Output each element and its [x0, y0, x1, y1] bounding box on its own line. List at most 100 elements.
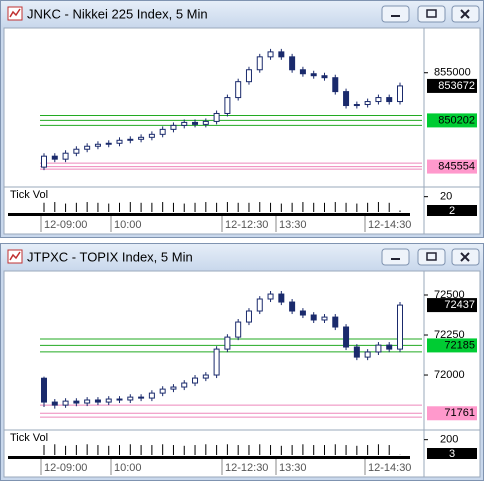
- candle-body: [51, 155, 58, 160]
- volume-tag-label: 3: [449, 448, 455, 460]
- candle-body: [256, 56, 263, 71]
- minimize-icon: [391, 258, 400, 260]
- restore-icon: [426, 9, 437, 18]
- volume-label: Tick Vol: [10, 189, 48, 201]
- volume-tick-label: 20: [440, 191, 452, 203]
- candle-body: [364, 101, 371, 106]
- window-title: JNKC - Nikkei 225 Index, 5 Min: [27, 6, 208, 21]
- volume-label: Tick Vol: [10, 432, 48, 444]
- minimize-button[interactable]: [381, 5, 410, 23]
- candle-body: [170, 386, 177, 390]
- candle-body: [127, 396, 134, 401]
- candle-body: [73, 148, 80, 154]
- candle-body: [289, 301, 296, 312]
- candle-body: [51, 401, 58, 406]
- candle-body: [202, 120, 209, 125]
- candle-body: [105, 142, 112, 145]
- candle-body: [138, 396, 145, 399]
- candle-body: [224, 97, 231, 114]
- price-tag: [427, 159, 477, 174]
- candle-body: [127, 138, 134, 141]
- candle-body: [213, 112, 220, 122]
- candle-body: [397, 304, 403, 350]
- close-icon: [460, 9, 470, 19]
- candle-body: [192, 377, 199, 384]
- candle-body: [170, 124, 177, 130]
- last-price-tag: [427, 298, 477, 313]
- candle-body: [278, 51, 285, 58]
- window-icon-mark: [9, 251, 21, 261]
- price-tag: [427, 406, 477, 421]
- candle-body: [148, 133, 155, 138]
- volume-tag: [427, 205, 477, 216]
- candle-body: [181, 382, 188, 388]
- last-price-label: 853672: [438, 80, 475, 92]
- candle-body: [364, 351, 371, 358]
- candle-body: [94, 399, 101, 403]
- candle-body: [181, 121, 188, 126]
- candle-body: [62, 400, 69, 406]
- window: JNKC - Nikkei 225 Index, 5 Min 855000 8502…: [0, 0, 484, 238]
- time-label: 12-09:00: [44, 219, 87, 231]
- candle-body: [245, 310, 252, 323]
- time-label: 12-14:30: [368, 462, 411, 474]
- candle-body: [386, 344, 393, 350]
- candle-body: [84, 145, 91, 150]
- candle-body: [353, 104, 360, 107]
- candle-body: [202, 374, 209, 379]
- volume-tag-label: 2: [449, 205, 455, 217]
- candle-body: [116, 398, 123, 401]
- candle-body: [332, 316, 339, 328]
- restore-button[interactable]: [417, 5, 446, 23]
- y-tick-label: 855000: [434, 67, 471, 79]
- time-label: 13:30: [279, 219, 307, 231]
- candle-body: [332, 77, 339, 93]
- chart-area: [3, 27, 481, 235]
- y-tick-label: 72250: [434, 329, 465, 341]
- candle-body: [148, 392, 155, 399]
- candle-body: [278, 293, 285, 303]
- minimize-icon: [391, 15, 400, 17]
- last-price-label: 72437: [444, 299, 475, 311]
- minimize-button[interactable]: [381, 248, 410, 266]
- close-icon: [460, 252, 470, 262]
- candle-body: [353, 346, 360, 358]
- time-label: 12-14:30: [368, 219, 411, 231]
- time-label: 12-12:30: [225, 219, 268, 231]
- candle-body: [289, 56, 296, 71]
- candle-body: [256, 298, 263, 312]
- candle-body: [94, 143, 101, 147]
- candle-body: [159, 388, 166, 394]
- price-tag-label: 850202: [438, 114, 475, 126]
- candle-body: [84, 399, 91, 404]
- candle-body: [213, 348, 220, 376]
- candle-body: [192, 121, 199, 125]
- candle-body: [310, 73, 317, 77]
- candle-body: [235, 81, 242, 99]
- candle-body: [343, 326, 350, 348]
- y-tick-label: 72000: [434, 369, 465, 381]
- time-label: 12-12:30: [225, 462, 268, 474]
- candle-body: [73, 400, 80, 404]
- candle-body: [224, 336, 231, 350]
- time-label: 10:00: [114, 219, 142, 231]
- candle-body: [310, 314, 317, 321]
- window-title: JTPXC - TOPIX Index, 5 Min: [27, 249, 193, 264]
- time-bar: [8, 456, 410, 459]
- candle-body: [299, 69, 306, 75]
- price-tag-label: 72185: [444, 339, 475, 351]
- volume-tick-label: 200: [440, 434, 458, 446]
- candle-body: [267, 51, 274, 58]
- candle-body: [159, 128, 166, 135]
- volume-tag: [427, 448, 477, 459]
- restore-button[interactable]: [417, 248, 446, 266]
- price-tag-label: 845554: [438, 160, 475, 172]
- candle-body: [375, 344, 382, 353]
- price-tag: [427, 338, 477, 353]
- candle-body: [41, 377, 47, 403]
- time-label: 10:00: [114, 462, 142, 474]
- candle-body: [343, 91, 350, 107]
- candle-body: [105, 398, 112, 403]
